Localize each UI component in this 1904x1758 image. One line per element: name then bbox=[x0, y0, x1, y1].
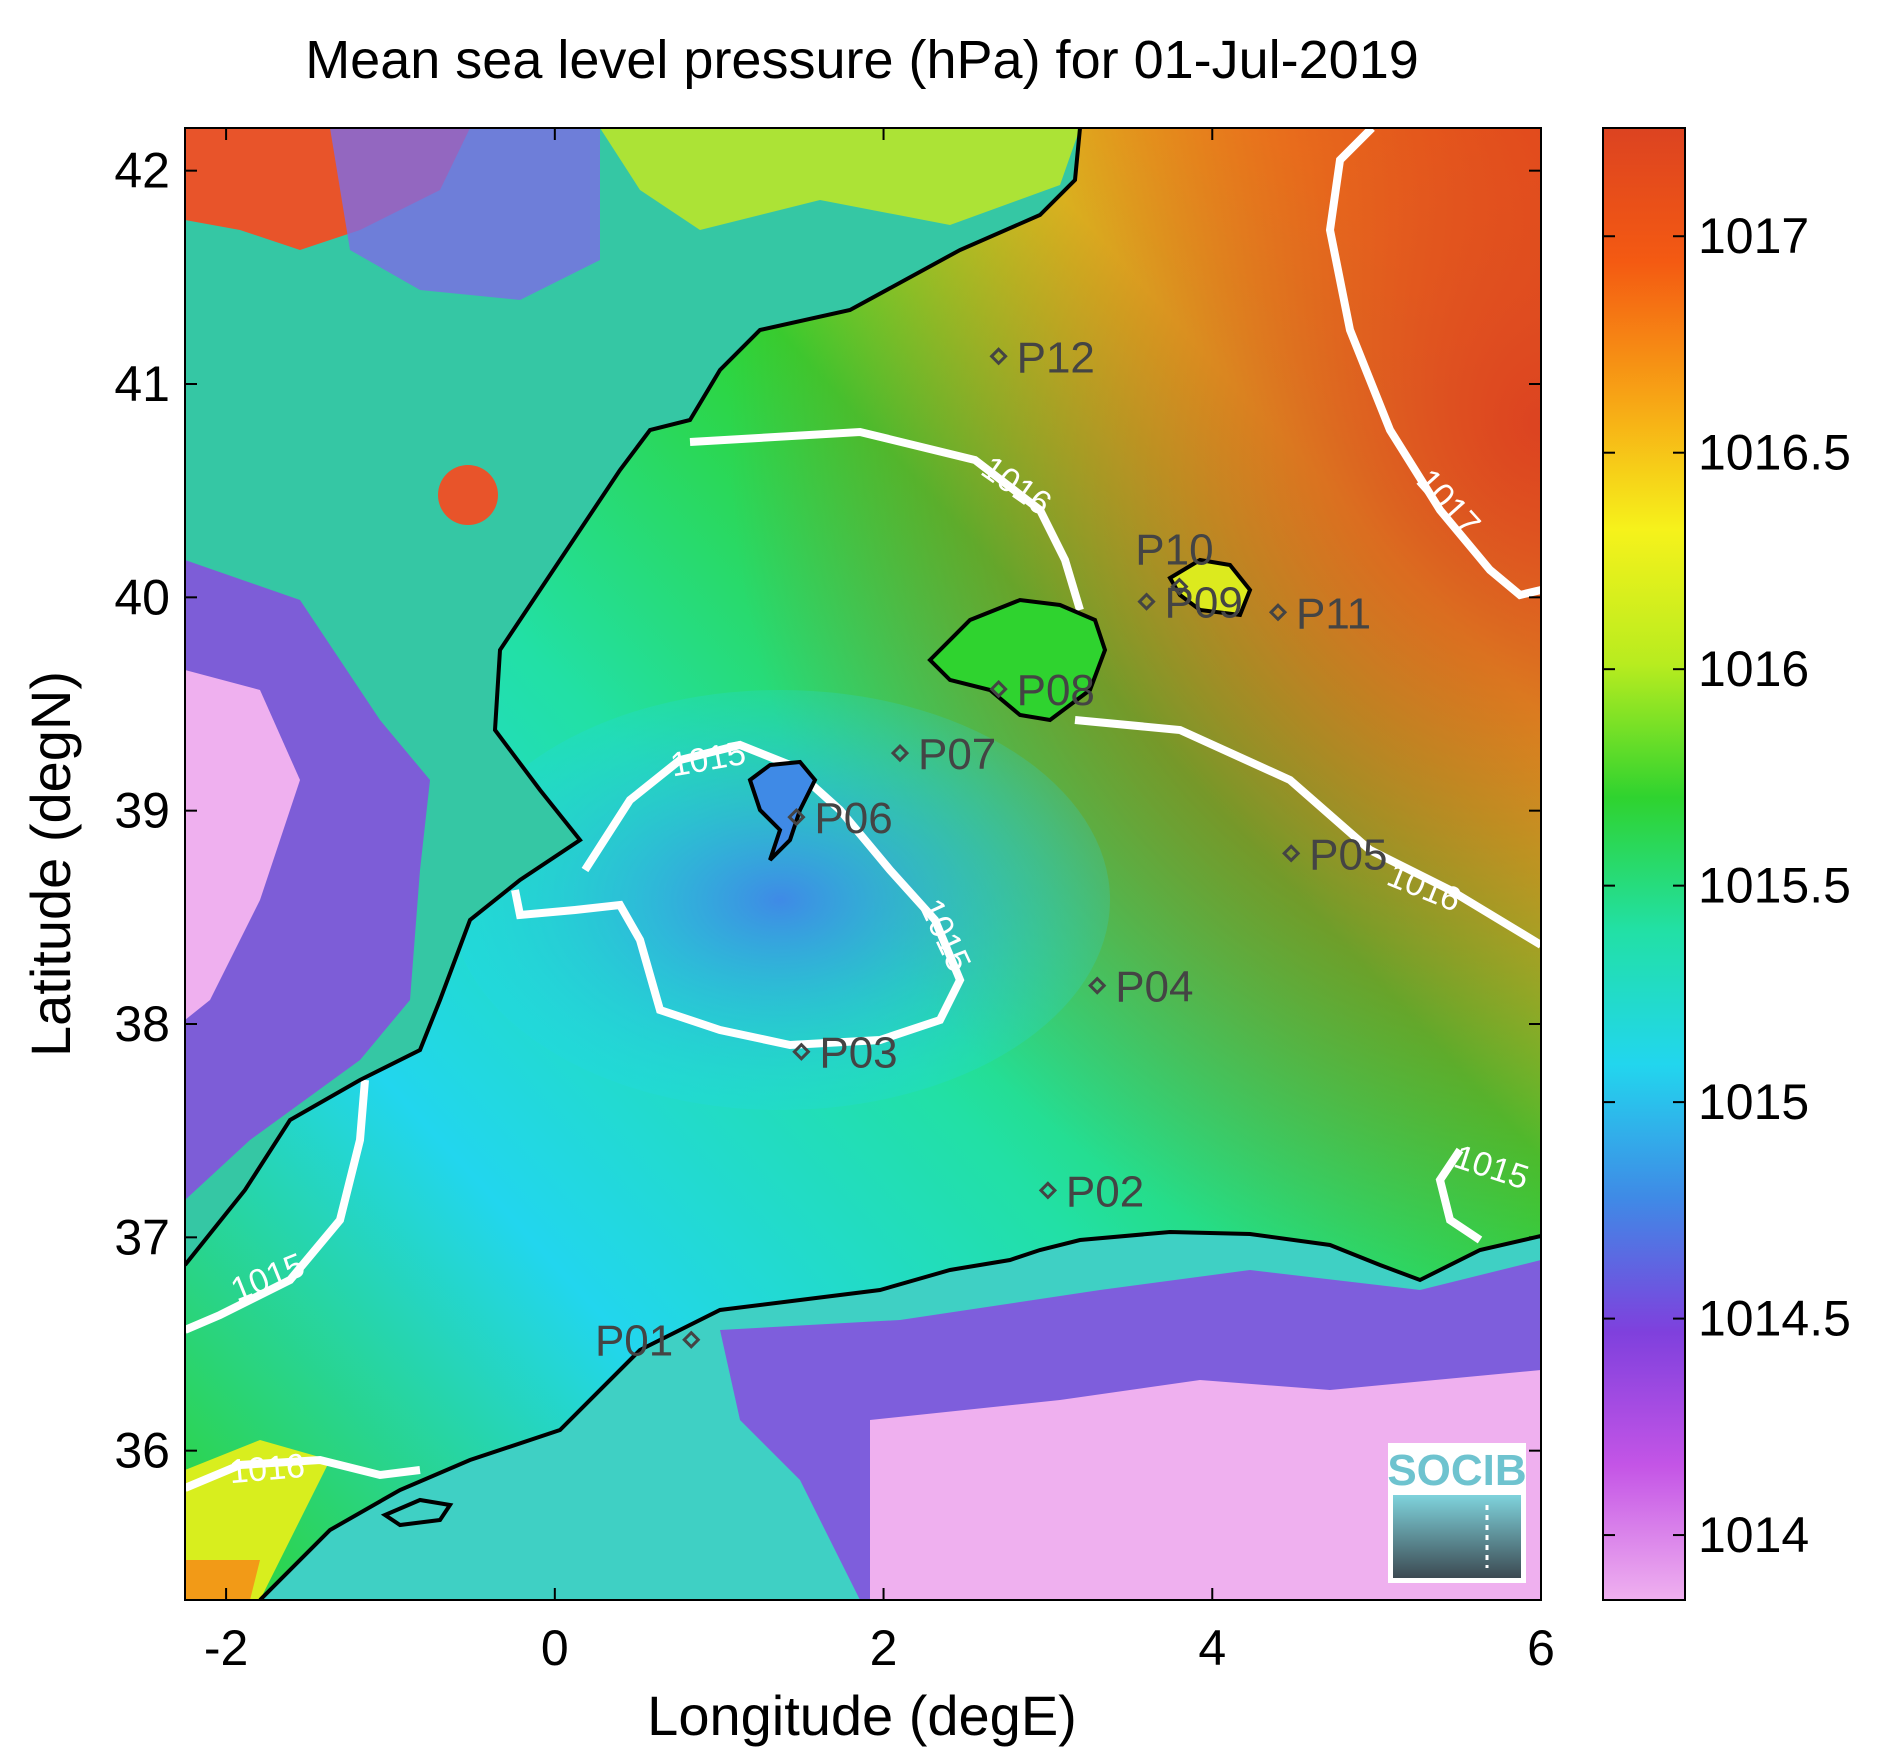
contours bbox=[185, 128, 1541, 1492]
colorbar-tick-label: 1014.5 bbox=[1698, 1291, 1851, 1347]
contour-1015-southeast bbox=[1435, 1147, 1483, 1244]
y-tick-label: 39 bbox=[114, 783, 170, 839]
land-africa-pink bbox=[870, 1370, 1541, 1600]
island-mallorca bbox=[927, 597, 1108, 723]
coastline-iberia bbox=[185, 128, 1082, 1267]
station-marker bbox=[682, 1330, 701, 1349]
station-marker bbox=[989, 679, 1008, 699]
map-plot-area: 1015 1015 1015 1015 1016 1016 1016 1017 … bbox=[185, 128, 1541, 1600]
station-marker bbox=[1268, 603, 1288, 622]
map-frame bbox=[184, 127, 1542, 1601]
station-label: P01 bbox=[595, 1317, 673, 1366]
colorbar-ramp bbox=[1602, 127, 1686, 1601]
y-tick-label: 40 bbox=[114, 569, 170, 625]
y-tick-label: 41 bbox=[114, 356, 170, 412]
station-marker bbox=[1038, 1181, 1058, 1200]
contour-1016-southwest bbox=[185, 1455, 421, 1492]
land-iberia-pink bbox=[185, 670, 300, 1020]
land-africa-orange bbox=[185, 1560, 260, 1600]
contour-1016-east bbox=[1074, 716, 1541, 949]
contour-1017 bbox=[1325, 128, 1541, 600]
y-axis-label: Latitude (degN) bbox=[19, 671, 82, 1057]
station-marker bbox=[1282, 844, 1301, 863]
y-tick-label: 36 bbox=[114, 1423, 170, 1479]
island-small-west bbox=[380, 1497, 454, 1528]
colorbar-tick-label: 1016.5 bbox=[1698, 425, 1851, 481]
x-axis-label: Longitude (degE) bbox=[647, 1684, 1077, 1747]
colorbar: 1014 1014.5 1015 1015.5 1016 1016.5 1017 bbox=[1602, 127, 1851, 1601]
station-marker bbox=[1137, 592, 1156, 611]
station-marker bbox=[890, 743, 910, 763]
station-label: P08 bbox=[1017, 666, 1095, 715]
x-tick-label: 6 bbox=[1527, 1620, 1555, 1676]
contour-label-1016-c: 1016 bbox=[228, 1447, 307, 1491]
y-axis-ticks: 36 37 38 39 40 41 42 bbox=[114, 143, 1541, 1479]
logo-text: SOCIB bbox=[1387, 1446, 1526, 1495]
x-tick-label: 4 bbox=[1198, 1620, 1226, 1676]
land-iberia-blue bbox=[330, 128, 600, 300]
station-marker bbox=[792, 1042, 811, 1061]
station-marker bbox=[989, 347, 1008, 366]
map-title: Mean sea level pressure (hPa) for 01-Jul… bbox=[305, 30, 1419, 90]
station-label: P07 bbox=[918, 730, 996, 779]
station-label: P10 bbox=[1135, 526, 1213, 575]
x-tick-label: 2 bbox=[870, 1620, 898, 1676]
y-tick-label: 42 bbox=[114, 143, 170, 199]
land-hotspot bbox=[438, 465, 498, 525]
coastlines bbox=[185, 128, 1541, 1600]
colorbar-tick-label: 1015.5 bbox=[1698, 858, 1851, 914]
land-iberia-north-yellow bbox=[600, 128, 1080, 230]
station-marker bbox=[1170, 577, 1189, 596]
coastline-africa bbox=[258, 1229, 1541, 1600]
station-marker bbox=[787, 807, 806, 827]
station-label: P02 bbox=[1066, 1167, 1144, 1216]
station-label: P12 bbox=[1017, 333, 1095, 382]
station-label: P06 bbox=[814, 794, 892, 843]
contour-1016-north bbox=[689, 427, 1084, 612]
station-label: P09 bbox=[1165, 579, 1243, 628]
station-label: P04 bbox=[1115, 963, 1193, 1012]
station-label: P11 bbox=[1296, 589, 1371, 638]
colorbar-tick-label: 1017 bbox=[1698, 208, 1809, 264]
contour-1015-low bbox=[511, 740, 965, 1050]
station-label: P03 bbox=[819, 1029, 897, 1078]
island-ibiza bbox=[747, 759, 818, 862]
colorbar-tick-label: 1014 bbox=[1698, 1507, 1809, 1563]
x-tick-label: 0 bbox=[541, 1620, 569, 1676]
x-tick-label: -2 bbox=[204, 1620, 248, 1676]
station-label: P05 bbox=[1309, 830, 1387, 879]
island-menorca bbox=[1167, 557, 1253, 618]
colorbar-ticks: 1014 1014.5 1015 1015.5 1016 1016.5 1017 bbox=[1603, 208, 1851, 1563]
socib-logo: SOCIB bbox=[1387, 1443, 1527, 1583]
x-axis-ticks: -2 0 2 4 6 bbox=[204, 128, 1555, 1676]
colorbar-tick-label: 1015 bbox=[1698, 1074, 1809, 1130]
station-marker bbox=[1088, 976, 1107, 995]
contour-1015-southwest bbox=[185, 1079, 369, 1334]
y-tick-label: 37 bbox=[114, 1209, 170, 1265]
low-pressure-zone bbox=[450, 690, 1110, 1110]
colorbar-tick-label: 1016 bbox=[1698, 641, 1809, 697]
logo-wave bbox=[1393, 1495, 1521, 1578]
y-tick-label: 38 bbox=[114, 996, 170, 1052]
